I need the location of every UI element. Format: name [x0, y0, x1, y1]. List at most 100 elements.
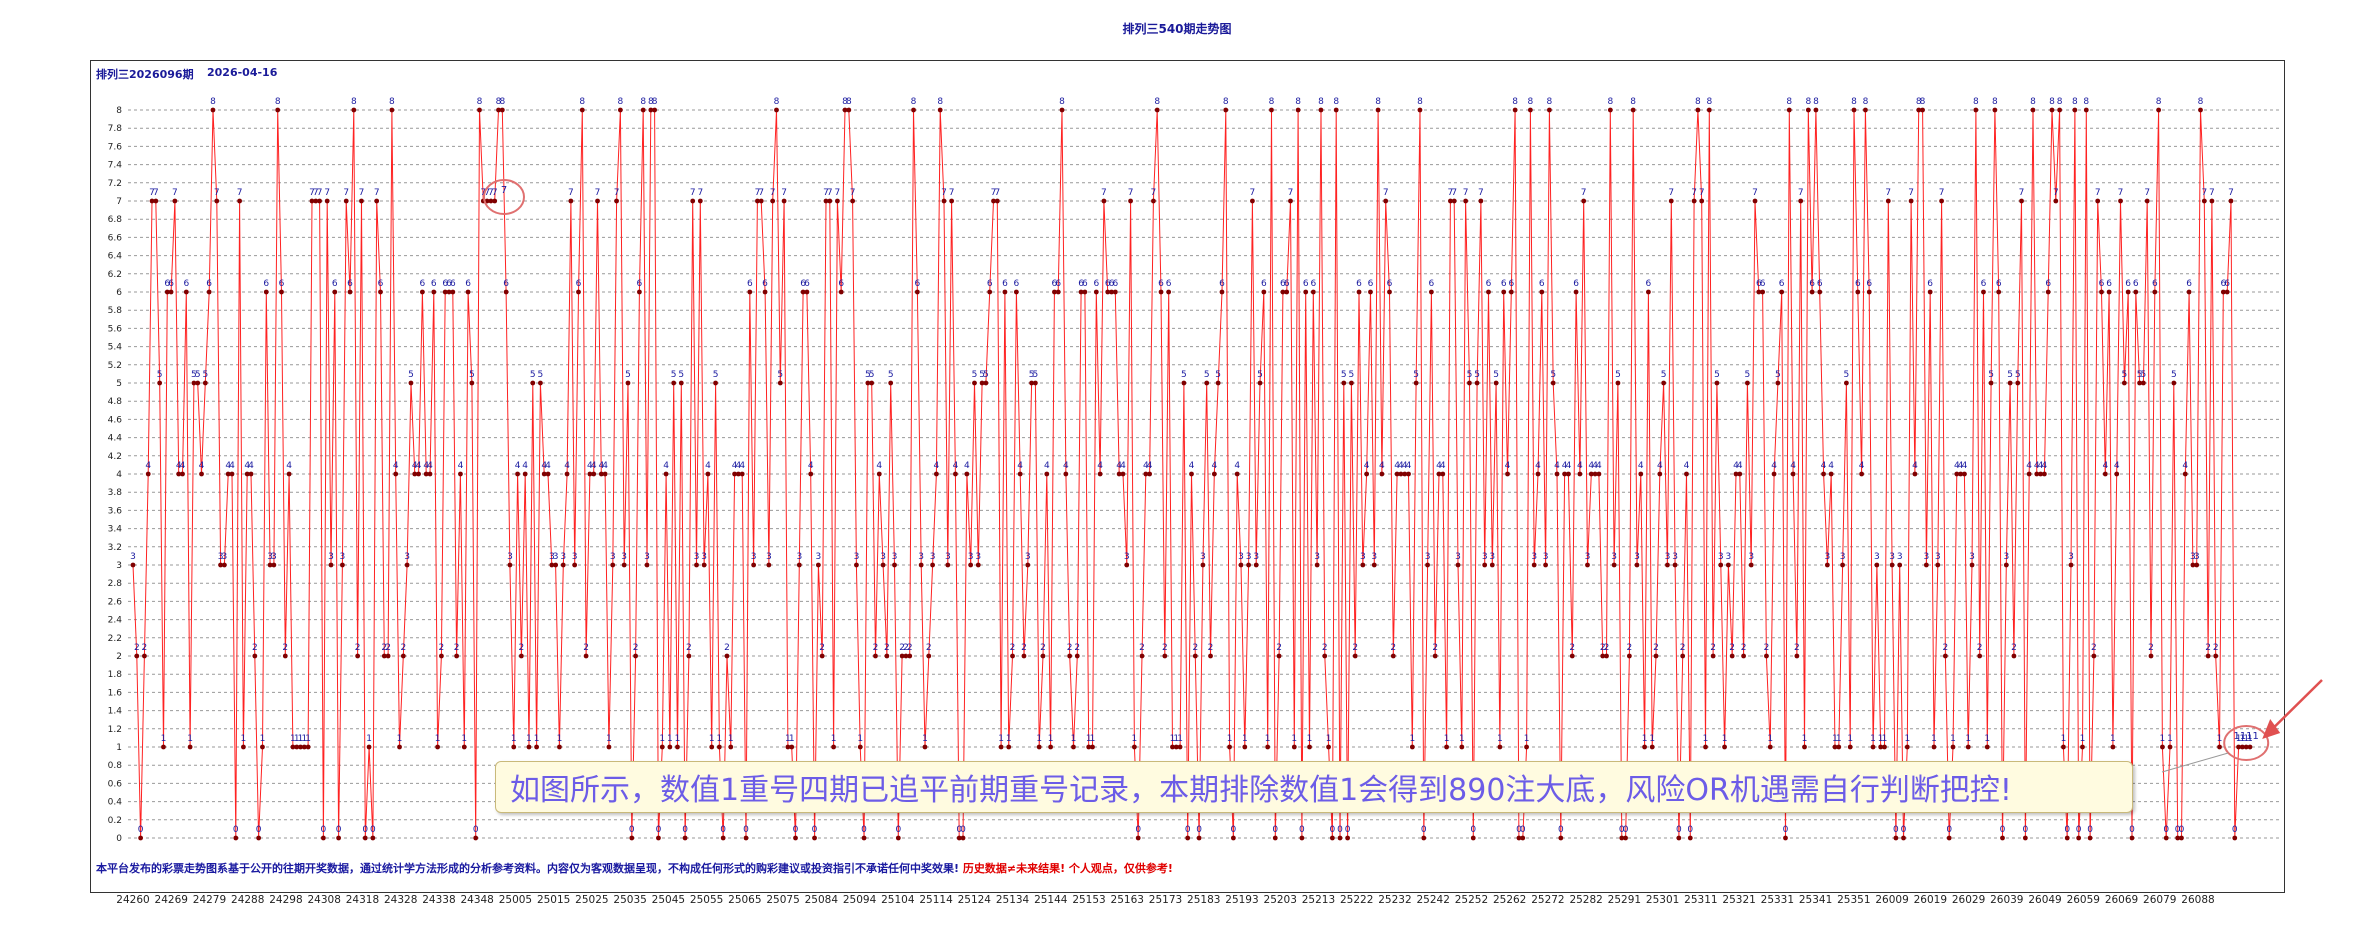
data-point [271, 562, 277, 568]
data-point [2087, 835, 2093, 841]
data-label: 7 [1581, 188, 1587, 198]
data-label: 8 [2049, 97, 2055, 107]
data-point [1577, 471, 1583, 477]
data-point [1855, 289, 1861, 295]
data-label: 7 [343, 188, 349, 198]
data-label: 5 [777, 370, 783, 380]
x-tick-label: 25075 [766, 894, 799, 906]
data-label: 8 [1547, 97, 1553, 107]
data-point [1162, 653, 1168, 659]
data-label: 7 [214, 188, 220, 198]
data-label: 0 [1687, 825, 1693, 835]
data-label: 6 [1219, 279, 1225, 289]
data-point [1227, 744, 1232, 750]
data-point [827, 198, 833, 204]
data-label: 3 [968, 552, 974, 562]
data-point [1486, 289, 1491, 295]
x-tick-label: 25252 [1455, 894, 1488, 906]
data-label: 3 [549, 552, 555, 562]
x-tick-label: 25321 [1722, 894, 1755, 906]
data-label: 4 [1657, 461, 1663, 471]
data-label: 1 [922, 734, 928, 744]
data-label: 6 [263, 279, 269, 289]
data-point [461, 744, 467, 750]
data-point [1459, 744, 1465, 750]
data-point [1387, 289, 1392, 295]
data-point [1935, 562, 1941, 568]
data-point [1531, 562, 1537, 568]
data-label: 3 [553, 552, 559, 562]
data-point [1535, 471, 1541, 477]
data-point [1882, 744, 1887, 750]
data-label: 8 [2198, 97, 2204, 107]
data-point [1257, 380, 1263, 386]
x-tick-label: 25282 [1569, 894, 1602, 906]
data-label: 0 [473, 825, 479, 835]
data-label: 8 [499, 97, 505, 107]
data-point [659, 744, 665, 750]
data-label: 6 [347, 279, 353, 289]
data-label: 1 [241, 734, 247, 744]
data-point [1341, 380, 1347, 386]
y-tick-label: 7.8 [108, 124, 123, 134]
data-label: 4 [522, 461, 528, 471]
data-point [1078, 289, 1084, 295]
data-label: 3 [1489, 552, 1495, 562]
data-label: 1 [290, 734, 296, 744]
data-label: 2 [1627, 643, 1633, 653]
data-point [1600, 653, 1606, 659]
data-label: 8 [1333, 97, 1339, 107]
data-point [975, 562, 981, 568]
data-label: 6 [183, 279, 189, 289]
data-point [378, 289, 383, 295]
data-label: 6 [2106, 279, 2112, 289]
x-tick-label: 25094 [843, 894, 877, 906]
data-label: 8 [579, 97, 585, 107]
data-label: 4 [1211, 461, 1217, 471]
data-point [1147, 471, 1153, 477]
data-label: 3 [267, 552, 273, 562]
data-label: 4 [423, 461, 429, 471]
arrow-head [2262, 719, 2281, 739]
data-point [172, 198, 178, 204]
data-label: 0 [2129, 825, 2135, 835]
data-label: 0 [256, 825, 262, 835]
data-point [1950, 744, 1956, 750]
data-point [320, 835, 326, 841]
data-label: 7 [1151, 188, 1157, 198]
x-tick-label: 24269 [155, 894, 188, 906]
data-label: 1 [1832, 734, 1838, 744]
x-tick-label: 25351 [1837, 894, 1870, 906]
data-point [678, 380, 684, 386]
data-label: 2 [1977, 643, 1983, 653]
data-label: 6 [1760, 279, 1766, 289]
data-point [1444, 744, 1450, 750]
data-point [2228, 198, 2234, 204]
x-tick-label: 24348 [460, 894, 493, 906]
data-label: 1 [294, 734, 300, 744]
data-point [1817, 289, 1823, 295]
data-label: 7 [835, 188, 841, 198]
x-tick-label: 25045 [652, 894, 685, 906]
data-label: 4 [1398, 461, 1404, 471]
data-point [2194, 562, 2200, 568]
data-point [2118, 198, 2123, 204]
data-point [2148, 653, 2154, 659]
data-point [1623, 835, 1628, 841]
data-point [1280, 289, 1286, 295]
data-point [1390, 653, 1396, 659]
data-point [1805, 107, 1811, 113]
data-point [1767, 744, 1773, 750]
data-point [736, 471, 741, 477]
data-label: 0 [720, 825, 726, 835]
data-label: 6 [1078, 279, 1084, 289]
data-label: 7 [313, 188, 319, 198]
data-label: 1 [1291, 734, 1297, 744]
data-point [237, 198, 243, 204]
data-label: 4 [1771, 461, 1777, 471]
data-point [1984, 744, 1990, 750]
data-point [1901, 835, 1906, 841]
data-label: 4 [225, 461, 231, 471]
data-label: 4 [739, 461, 745, 471]
data-point [1223, 107, 1229, 113]
